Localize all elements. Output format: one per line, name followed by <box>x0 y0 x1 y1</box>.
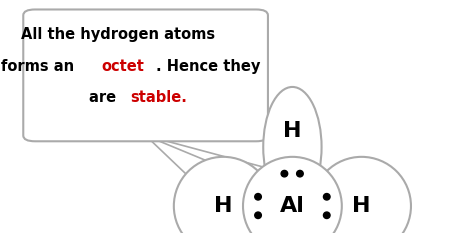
Ellipse shape <box>312 157 411 234</box>
Text: octet: octet <box>101 59 144 74</box>
Ellipse shape <box>255 194 261 200</box>
Ellipse shape <box>174 157 273 234</box>
Text: stable.: stable. <box>130 90 187 105</box>
Text: H: H <box>214 196 232 216</box>
Text: Al: Al <box>280 196 305 216</box>
Text: . Hence they: . Hence they <box>156 59 261 74</box>
Text: H: H <box>352 196 371 216</box>
Ellipse shape <box>281 170 288 177</box>
Text: are: are <box>89 90 121 105</box>
Ellipse shape <box>243 157 342 234</box>
FancyBboxPatch shape <box>23 10 268 141</box>
Ellipse shape <box>297 170 303 177</box>
Ellipse shape <box>323 212 330 219</box>
Text: forms an: forms an <box>1 59 80 74</box>
Text: H: H <box>283 121 301 141</box>
Text: All the hydrogen atoms: All the hydrogen atoms <box>21 27 215 42</box>
Ellipse shape <box>255 212 261 219</box>
Ellipse shape <box>263 87 321 207</box>
Ellipse shape <box>323 194 330 200</box>
